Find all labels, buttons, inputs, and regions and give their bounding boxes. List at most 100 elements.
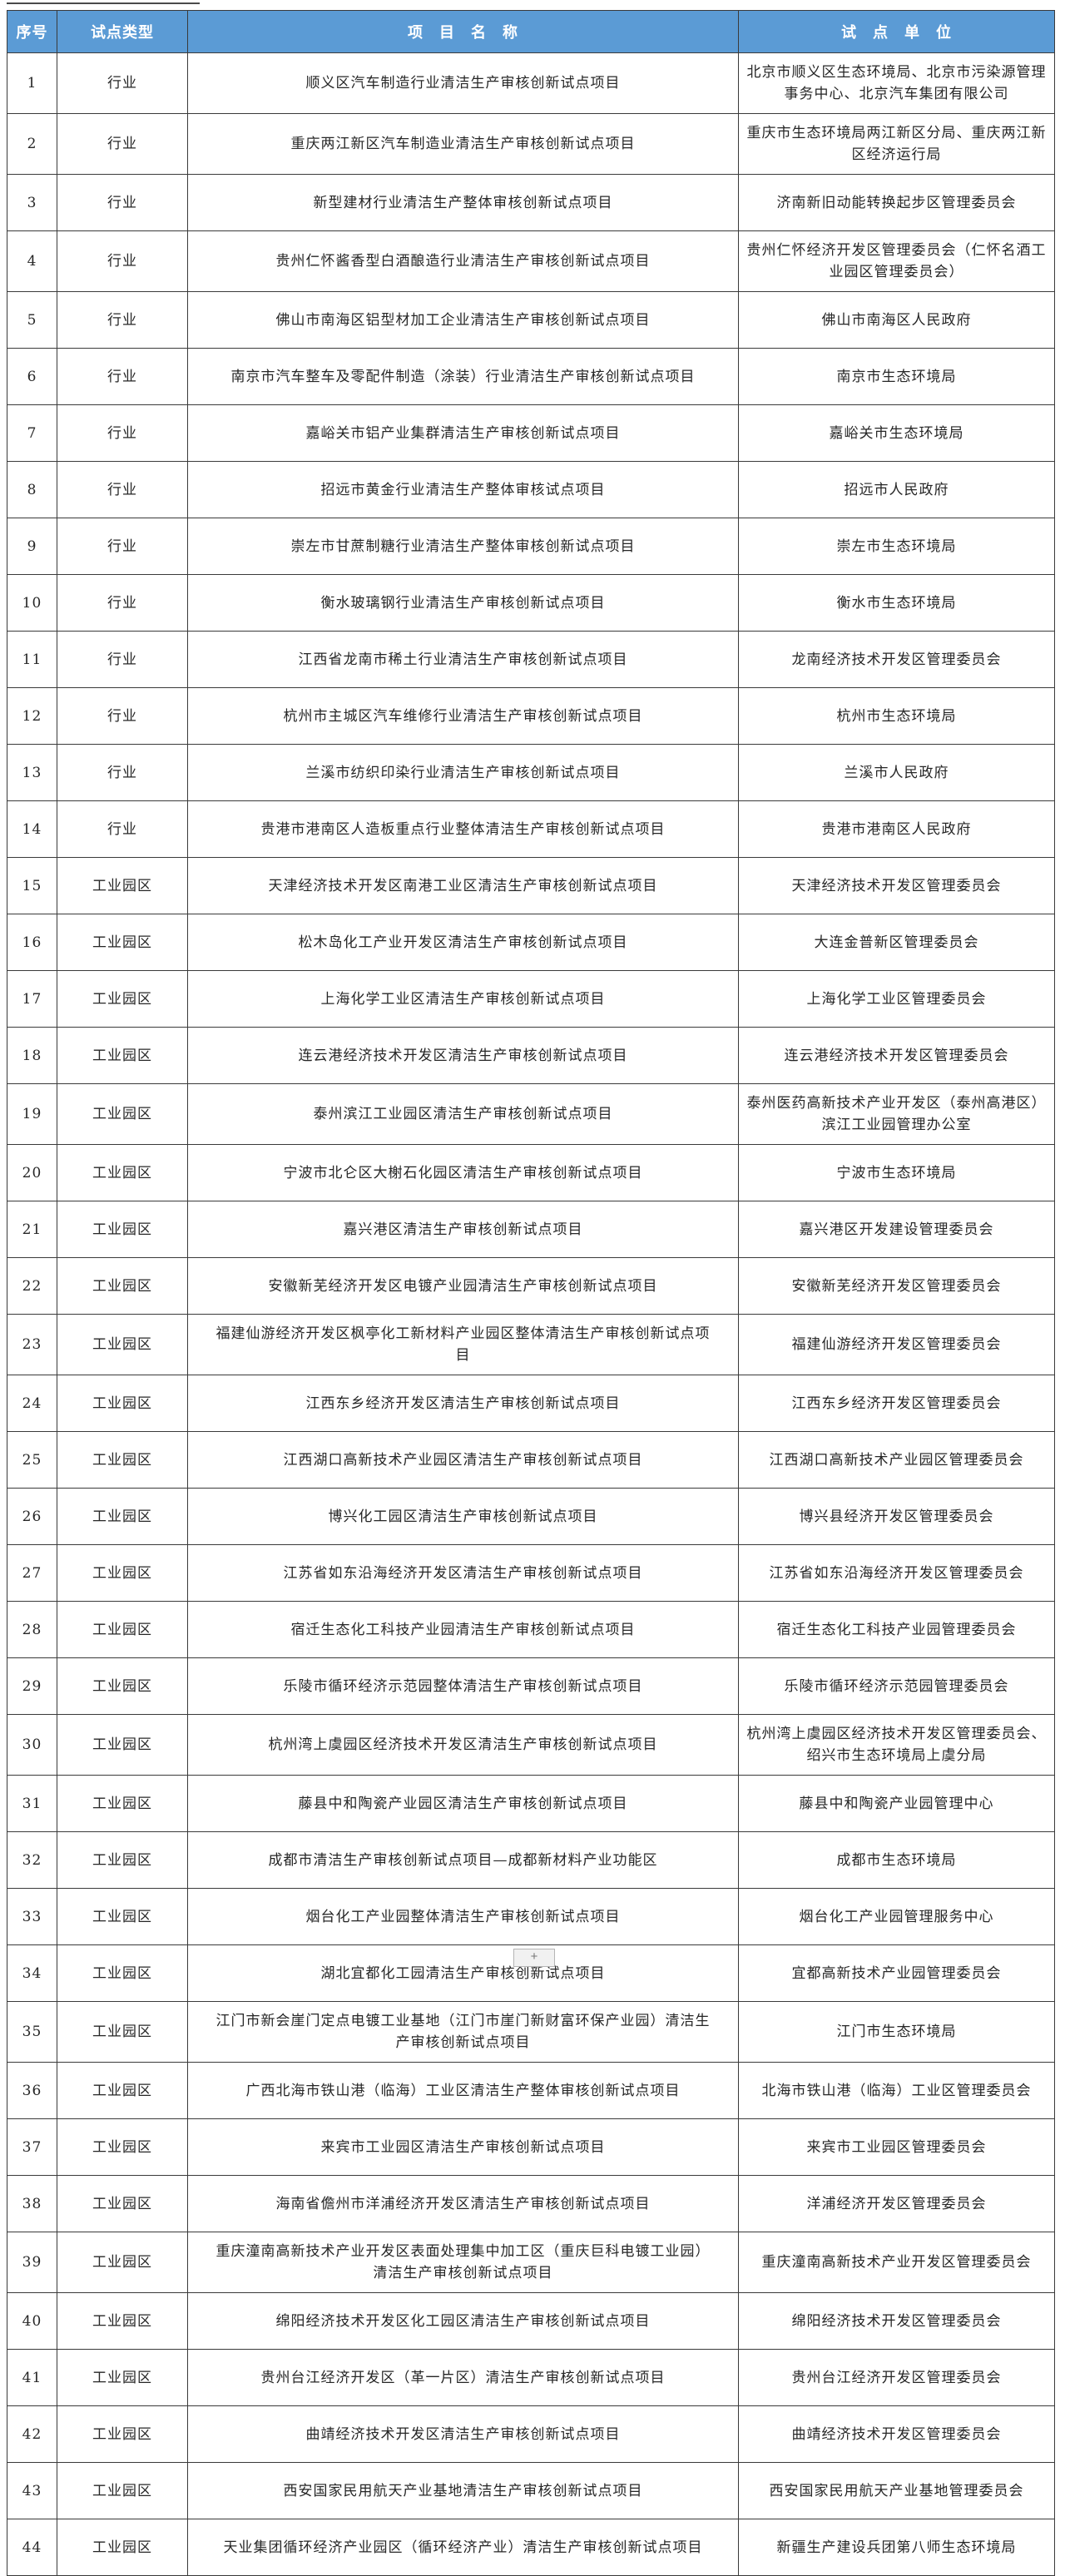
project-cell: 佛山市南海区铝型材加工企业清洁生产审核创新试点项目 [187, 291, 739, 349]
table-header-row: 序号 试点类型 项 目 名 称 试 点 单 位 [7, 10, 1055, 53]
unit-cell: 宿迁生态化工科技产业园管理委员会 [738, 1601, 1055, 1658]
unit-cell: 贵州台江经济开发区管理委员会 [738, 2349, 1055, 2406]
index-cell: 37 [7, 2118, 57, 2176]
unit-cell: 江西东乡经济开发区管理委员会 [738, 1375, 1055, 1432]
table-row: 18 工业园区 连云港经济技术开发区清洁生产审核创新试点项目 连云港经济技术开发区管理… [7, 1027, 1055, 1084]
table-row: 13 行业 兰溪市纺织印染行业清洁生产审核创新试点项目 兰溪市人民政府 [7, 744, 1055, 801]
unit-cell: 绵阳经济技术开发区管理委员会 [738, 2292, 1055, 2350]
project-cell: 嘉峪关市铝产业集群清洁生产审核创新试点项目 [187, 404, 739, 462]
project-cell: 重庆潼南高新技术产业开发区表面处理集中加工区（重庆巨科电镀工业园）清洁生产审核创… [187, 2232, 739, 2293]
unit-cell: 宜都高新技术产业园管理委员会 [738, 1944, 1055, 2002]
index-cell: 6 [7, 348, 57, 405]
unit-cell: 烟台化工产业园管理服务中心 [738, 1888, 1055, 1945]
index-cell: 21 [7, 1201, 57, 1258]
type-cell: 工业园区 [57, 2405, 188, 2463]
project-cell: 南京市汽车整车及零配件制造（涂装）行业清洁生产审核创新试点项目 [187, 348, 739, 405]
index-cell: 40 [7, 2292, 57, 2350]
type-cell: 工业园区 [57, 857, 188, 914]
type-cell: 行业 [57, 574, 188, 632]
table-row: 9 行业 崇左市甘蔗制糖行业清洁生产整体审核创新试点项目 崇左市生态环境局 [7, 518, 1055, 575]
table-row: 1 行业 顺义区汽车制造行业清洁生产审核创新试点项目 北京市顺义区生态环境局、北京市污… [7, 52, 1055, 114]
index-cell: 29 [7, 1657, 57, 1715]
type-cell: 工业园区 [57, 1944, 188, 2002]
unit-cell: 藤县中和陶瓷产业园管理中心 [738, 1775, 1055, 1832]
index-cell: 3 [7, 174, 57, 231]
type-cell: 工业园区 [57, 1314, 188, 1375]
table-row: 17 工业园区 上海化学工业区清洁生产审核创新试点项目 上海化学工业区管理委员会 [7, 970, 1055, 1028]
unit-cell: 佛山市南海区人民政府 [738, 291, 1055, 349]
table-row: 39 工业园区 重庆潼南高新技术产业开发区表面处理集中加工区（重庆巨科电镀工业园）清… [7, 2232, 1055, 2293]
project-cell: 兰溪市纺织印染行业清洁生产审核创新试点项目 [187, 744, 739, 801]
type-cell: 工业园区 [57, 1083, 188, 1145]
table-row: 43 工业园区 西安国家民用航天产业基地清洁生产审核创新试点项目 西安国家民用航天产业… [7, 2462, 1055, 2519]
unit-cell: 嘉峪关市生态环境局 [738, 404, 1055, 462]
unit-cell: 贵州仁怀经济开发区管理委员会（仁怀名酒工业园区管理委员会） [738, 230, 1055, 292]
index-cell: 1 [7, 52, 57, 114]
unit-cell: 招远市人民政府 [738, 461, 1055, 518]
index-cell: 27 [7, 1544, 57, 1602]
unit-cell: 西安国家民用航天产业基地管理委员会 [738, 2462, 1055, 2519]
index-cell: 9 [7, 518, 57, 575]
index-cell: 13 [7, 744, 57, 801]
header-col-project: 项 目 名 称 [187, 10, 739, 53]
unit-cell: 福建仙游经济开发区管理委员会 [738, 1314, 1055, 1375]
project-cell: 绵阳经济技术开发区化工园区清洁生产审核创新试点项目 [187, 2292, 739, 2350]
table-row: 24 工业园区 江西东乡经济开发区清洁生产审核创新试点项目 江西东乡经济开发区管理委员… [7, 1375, 1055, 1432]
unit-cell: 曲靖经济技术开发区管理委员会 [738, 2405, 1055, 2463]
index-cell: 2 [7, 113, 57, 175]
table-row: 7 行业 嘉峪关市铝产业集群清洁生产审核创新试点项目 嘉峪关市生态环境局 [7, 404, 1055, 462]
table-row: 38 工业园区 海南省儋州市洋浦经济开发区清洁生产审核创新试点项目 洋浦经济开发区管理… [7, 2175, 1055, 2232]
index-cell: 34 [7, 1944, 57, 2002]
table-row: 28 工业园区 宿迁生态化工科技产业园清洁生产审核创新试点项目 宿迁生态化工科技产业园… [7, 1601, 1055, 1658]
type-cell: 工业园区 [57, 1431, 188, 1489]
header-col-index: 序号 [7, 10, 57, 53]
table-row: 30 工业园区 杭州湾上虞园区经济技术开发区清洁生产审核创新试点项目 杭州湾上虞园区经… [7, 1714, 1055, 1776]
index-cell: 25 [7, 1431, 57, 1489]
type-cell: 工业园区 [57, 1201, 188, 1258]
table-body: 1 行业 顺义区汽车制造行业清洁生产审核创新试点项目 北京市顺义区生态环境局、北京市污… [7, 52, 1055, 2576]
type-cell: 工业园区 [57, 2062, 188, 2119]
index-cell: 19 [7, 1083, 57, 1145]
project-cell: 来宾市工业园区清洁生产审核创新试点项目 [187, 2118, 739, 2176]
index-cell: 16 [7, 914, 57, 971]
table-row: 3 行业 新型建材行业清洁生产整体审核创新试点项目 济南新旧动能转换起步区管理委员会 [7, 174, 1055, 231]
index-cell: 31 [7, 1775, 57, 1832]
project-cell: 成都市清洁生产审核创新试点项目—成都新材料产业功能区 [187, 1831, 739, 1889]
index-cell: 10 [7, 574, 57, 632]
unit-cell: 博兴县经济开发区管理委员会 [738, 1488, 1055, 1545]
add-row-button[interactable]: + [513, 1949, 555, 1967]
unit-cell: 崇左市生态环境局 [738, 518, 1055, 575]
type-cell: 工业园区 [57, 2001, 188, 2063]
type-cell: 工业园区 [57, 970, 188, 1028]
table-row: 44 工业园区 天业集团循环经济产业园区（循环经济产业）清洁生产审核创新试点项目 新疆… [7, 2519, 1055, 2576]
type-cell: 行业 [57, 348, 188, 405]
project-cell: 杭州湾上虞园区经济技术开发区清洁生产审核创新试点项目 [187, 1714, 739, 1776]
header-col-type: 试点类型 [57, 10, 188, 53]
table-row: 33 工业园区 烟台化工产业园整体清洁生产审核创新试点项目 烟台化工产业园管理服务中心 [7, 1888, 1055, 1945]
unit-cell: 贵港市港南区人民政府 [738, 800, 1055, 858]
unit-cell: 兰溪市人民政府 [738, 744, 1055, 801]
index-cell: 38 [7, 2175, 57, 2232]
type-cell: 工业园区 [57, 1144, 188, 1201]
type-cell: 工业园区 [57, 1601, 188, 1658]
type-cell: 工业园区 [57, 2118, 188, 2176]
type-cell: 工业园区 [57, 1027, 188, 1084]
project-cell: 贵港市港南区人造板重点行业整体清洁生产审核创新试点项目 [187, 800, 739, 858]
table-row: 10 行业 衡水玻璃钢行业清洁生产审核创新试点项目 衡水市生态环境局 [7, 574, 1055, 632]
table-row: 8 行业 招远市黄金行业清洁生产整体审核试点项目 招远市人民政府 [7, 461, 1055, 518]
project-cell: 江西湖口高新技术产业园区清洁生产审核创新试点项目 [187, 1431, 739, 1489]
project-cell: 广西北海市铁山港（临海）工业区清洁生产整体审核创新试点项目 [187, 2062, 739, 2119]
unit-cell: 洋浦经济开发区管理委员会 [738, 2175, 1055, 2232]
project-cell: 乐陵市循环经济示范园整体清洁生产审核创新试点项目 [187, 1657, 739, 1715]
type-cell: 工业园区 [57, 1544, 188, 1602]
unit-cell: 重庆市生态环境局两江新区分局、重庆两江新区经济运行局 [738, 113, 1055, 175]
table-row: 6 行业 南京市汽车整车及零配件制造（涂装）行业清洁生产审核创新试点项目 南京市生态环… [7, 348, 1055, 405]
project-cell: 嘉兴港区清洁生产审核创新试点项目 [187, 1201, 739, 1258]
project-cell: 江门市新会崖门定点电镀工业基地（江门市崖门新财富环保产业园）清洁生产审核创新试点… [187, 2001, 739, 2063]
table-row: 15 工业园区 天津经济技术开发区南港工业区清洁生产审核创新试点项目 天津经济技术开发… [7, 857, 1055, 914]
table-row: 5 行业 佛山市南海区铝型材加工企业清洁生产审核创新试点项目 佛山市南海区人民政府 [7, 291, 1055, 349]
project-cell: 贵州仁怀酱香型白酒酿造行业清洁生产审核创新试点项目 [187, 230, 739, 292]
project-cell: 宁波市北仑区大榭石化园区清洁生产审核创新试点项目 [187, 1144, 739, 1201]
index-cell: 4 [7, 230, 57, 292]
unit-cell: 大连金普新区管理委员会 [738, 914, 1055, 971]
